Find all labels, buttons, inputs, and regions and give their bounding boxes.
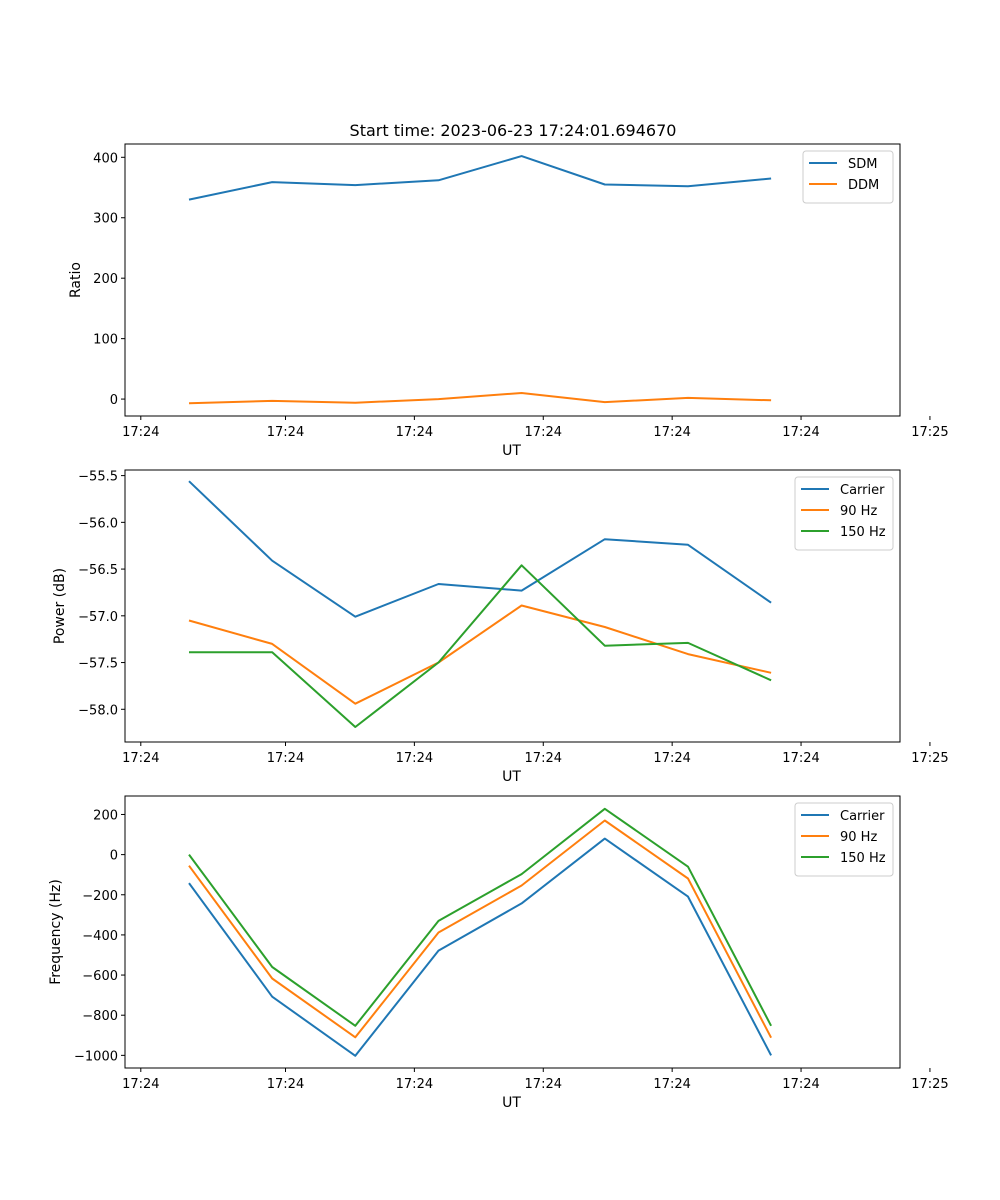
x-tick-label: 17:25 <box>911 1077 948 1092</box>
series-line-carrier <box>188 480 772 618</box>
y-tick-label: −56.0 <box>78 516 118 531</box>
y-tick-label: −57.0 <box>78 610 118 625</box>
legend-label: 150 Hz <box>840 525 886 540</box>
legend-label: 90 Hz <box>840 830 877 845</box>
y-tick-label: 200 <box>93 272 118 287</box>
series-line-150-hz <box>188 807 772 1027</box>
x-axis-label: UT <box>502 769 521 785</box>
legend-label: 150 Hz <box>840 851 886 866</box>
x-tick-label: 17:25 <box>911 751 948 766</box>
legend: SDM DDM <box>802 150 894 204</box>
x-axis-label: UT <box>502 1095 521 1111</box>
panel-1: 17:24 17:24 17:24 17:24 17:24 17:24 17:25 0 100 2… <box>68 143 949 459</box>
legend: Carrier 90 Hz 150 Hz <box>794 476 894 551</box>
y-axis-label: Power (dB) <box>52 568 68 644</box>
y-axis-label: Ratio <box>68 262 84 298</box>
y-tick-label: 0 <box>110 849 118 864</box>
x-tick-label: 17:24 <box>782 751 819 766</box>
series-line-sdm <box>188 155 772 201</box>
series-line-150-hz <box>189 564 772 728</box>
series-line-carrier <box>188 837 772 1057</box>
y-tick-label: −200 <box>82 889 118 904</box>
y-tick-label: −400 <box>82 929 118 944</box>
x-axis-label: UT <box>502 443 521 459</box>
y-tick-label: 400 <box>93 151 118 166</box>
x-tick-label: 17:24 <box>396 751 433 766</box>
legend-label: Carrier <box>840 483 885 498</box>
axes-frame <box>124 143 901 417</box>
x-tick-label: 17:24 <box>122 1077 159 1092</box>
x-tick-label: 17:24 <box>396 1077 433 1092</box>
y-tick-label: 0 <box>110 393 118 408</box>
legend-label: 90 Hz <box>840 504 877 519</box>
x-tick-label: 17:24 <box>267 751 304 766</box>
axes-frame <box>124 469 901 743</box>
x-tick-label: 17:25 <box>911 425 948 440</box>
y-tick-label: −55.5 <box>78 470 118 485</box>
y-tick-label: 200 <box>93 808 118 823</box>
legend-label: Carrier <box>840 809 885 824</box>
y-tick-label: −600 <box>82 969 118 984</box>
x-tick-label: 17:24 <box>653 425 690 440</box>
x-tick-label: 17:24 <box>782 425 819 440</box>
y-tick-label: 100 <box>93 333 118 348</box>
x-tick-label: 17:24 <box>122 425 159 440</box>
x-tick-label: 17:24 <box>267 1077 304 1092</box>
x-tick-label: 17:24 <box>782 1077 819 1092</box>
y-tick-label: −58.0 <box>78 703 118 718</box>
x-tick-label: 17:24 <box>653 1077 690 1092</box>
y-tick-label: −57.5 <box>78 657 118 672</box>
x-tick-label: 17:24 <box>525 751 562 766</box>
y-axis-label: Frequency (Hz) <box>48 879 64 985</box>
y-tick-label: 300 <box>93 212 118 227</box>
x-tick-label: 17:24 <box>267 425 304 440</box>
series-line-90-hz <box>188 604 772 705</box>
x-tick-label: 17:24 <box>525 425 562 440</box>
panel-3: 17:24 17:24 17:24 17:24 17:24 17:24 17:25 −1000… <box>48 795 949 1111</box>
x-tick-label: 17:24 <box>653 751 690 766</box>
panels: 17:24 17:24 17:24 17:24 17:24 17:24 17:25 0 100 2… <box>48 143 949 1111</box>
legend: Carrier 90 Hz 150 Hz <box>794 802 894 877</box>
y-tick-label: −800 <box>82 1009 118 1024</box>
axes-frame <box>124 795 901 1069</box>
x-tick-label: 17:24 <box>396 425 433 440</box>
figure-title: Start time: 2023-06-23 17:24:01.694670 <box>350 121 677 140</box>
legend-label: SDM <box>848 157 877 172</box>
x-tick-label: 17:24 <box>122 751 159 766</box>
x-tick-label: 17:24 <box>525 1077 562 1092</box>
series-line-90-hz <box>188 819 772 1039</box>
y-tick-label: −1000 <box>74 1049 118 1064</box>
panel-2: 17:24 17:24 17:24 17:24 17:24 17:24 17:25 −58.0… <box>52 469 949 785</box>
series-line-ddm <box>188 392 772 405</box>
y-tick-label: −56.5 <box>78 563 118 578</box>
legend-label: DDM <box>848 178 879 193</box>
